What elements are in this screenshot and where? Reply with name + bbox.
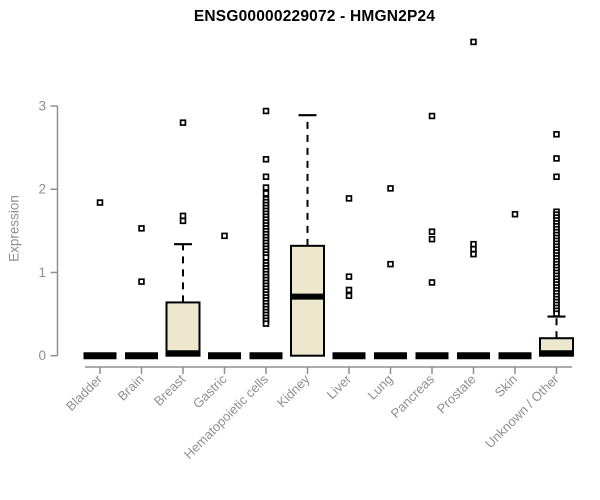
outlier-point [553,131,560,138]
outlier-point [345,286,353,294]
outlier-point [179,217,187,225]
outlier-point [387,260,394,268]
x-axis-label: Prostate [434,372,479,417]
outlier-point [262,156,270,163]
y-axis-tick-label: 1 [38,265,46,280]
outlier-point [553,173,560,181]
outlier-point [553,310,560,317]
outlier-point [262,184,270,191]
outlier-point [262,107,270,115]
x-axis-label: Bladder [63,371,106,414]
x-axis-label: Skin [492,372,520,400]
x-axis-label: Pancreas [388,371,438,421]
outlier-point [262,173,270,181]
outlier-point [345,273,353,280]
x-axis-label: Brain [115,372,147,404]
outlier-point [511,210,519,218]
x-axis-label: Unknown / Other [482,371,562,451]
outlier-point [553,155,560,162]
y-axis-tick-label: 3 [38,99,46,114]
outlier-point [179,119,187,126]
box [165,301,201,357]
outlier-point [96,199,104,206]
outlier-point [262,190,270,197]
outlier-point [428,228,436,235]
box [290,244,325,357]
outlier-point [262,320,270,327]
outlier-point [221,232,228,240]
outlier-point [345,195,353,202]
outlier-point [138,278,145,285]
outlier-point [179,212,187,220]
outlier-point [428,235,436,243]
outlier-point [262,254,270,261]
chart-title: ENSG00000229072 - HMGN2P24 [193,8,436,25]
x-axis-label: Breast [151,371,188,408]
outlier-point [428,112,436,120]
outlier-point [470,245,477,253]
outlier-point [470,38,477,46]
y-axis-tick-label: 0 [38,348,46,363]
x-axis-label: Liver [324,371,355,402]
outlier-point [428,279,436,286]
outlier-point [138,225,145,232]
y-axis-tick-label: 2 [38,182,46,197]
x-axis-label: Gastric [190,371,230,411]
outlier-point [470,250,477,258]
x-axis-label: Kidney [274,371,313,410]
outlier-point [470,240,477,248]
outlier-point [387,185,394,192]
outlier-point [345,292,353,300]
x-axis-label: Lung [365,372,396,403]
